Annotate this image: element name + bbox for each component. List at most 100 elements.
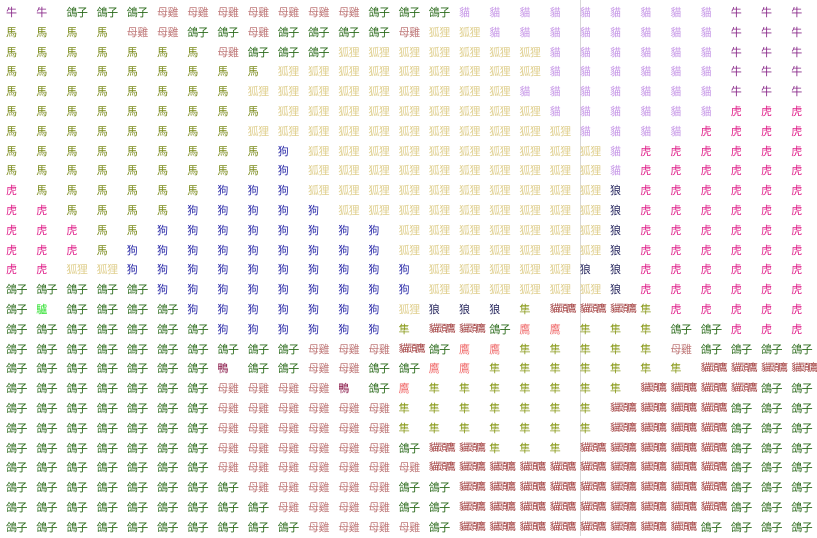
grid-cell: 隼 [670,362,682,376]
grid-cell: 狐狸 [579,164,602,178]
grid-cell: 母雞 [398,520,421,534]
grid-cell: 狐狸 [459,45,481,59]
grid-cell: 鴿子 [66,441,88,455]
grid-cell: 虎 [670,303,682,316]
grid-cell: 狐狸 [489,85,511,99]
grid-cell: 鴿子 [761,441,783,455]
grid-cell: 狼 [459,303,470,316]
grid-cell: 鴿子 [126,6,149,19]
grid-cell: 狐狸 [459,144,481,158]
grid-cell: 馬 [6,164,17,178]
grid-cell: 狐狸 [579,144,602,158]
grid-cell: 鴿子 [791,421,813,435]
grid-cell: 狗 [277,204,289,217]
grid-cell: 貓 [670,6,682,19]
grid-cell: 貓頭鷹 [610,304,637,315]
grid-cell: 鴿子 [761,402,783,415]
grid-cell: 貓 [549,105,561,118]
grid-cell: 鴿子 [761,382,783,396]
grid-cell: 鴿子 [398,362,421,376]
grid-cell: 馬 [66,164,78,178]
grid-cell: 鴿子 [730,421,753,435]
grid-cell: 鴿子 [761,501,783,514]
grid-cell: 狐狸 [519,204,541,217]
grid-cell: 狐狸 [398,184,421,198]
grid-cell: 鴿子 [157,421,179,435]
grid-cell: 狐狸 [459,25,481,39]
grid-cell: 鴿子 [700,342,723,356]
grid-cell: 狐狸 [277,105,300,118]
grid-cell: 母雞 [308,481,330,495]
grid-cell: 狗 [126,243,138,257]
grid-cell: 鴿子 [96,283,119,297]
grid-cell: 貓頭鷹 [700,462,728,474]
grid-cell: 牛 [761,25,772,39]
grid-cell: 鴿子 [157,303,179,316]
grid-cell: 貓頭鷹 [640,422,667,434]
grid-cell: 狗 [277,164,289,178]
grid-cell: 馬 [187,85,199,99]
grid-cell: 鴿子 [187,461,209,475]
grid-cell: 隼 [549,342,561,356]
grid-cell: 虎 [730,204,742,217]
grid-cell: 母雞 [157,6,179,19]
grid-cell: 馬 [36,164,48,178]
grid-cell: 鴿子 [36,501,58,514]
grid-cell: 隼 [579,402,591,415]
grid-cell: 鴿子 [428,6,451,19]
grid-cell: 母雞 [308,362,330,376]
grid-cell: 隼 [579,322,591,336]
grid-cell: 鴿子 [187,362,209,376]
grid-cell: 狐狸 [428,263,451,277]
grid-cell: 馬 [6,85,17,99]
grid-cell: 狗 [277,322,289,336]
grid-cell: 狐狸 [338,144,360,158]
grid-cell: 狗 [308,223,319,237]
grid-cell: 母雞 [368,342,390,356]
grid-cell: 馬 [187,184,199,198]
grid-cell: 鴿子 [157,382,179,396]
grid-cell: 馬 [126,184,138,198]
grid-cell: 狐狸 [579,243,602,257]
grid-cell: 狐狸 [398,45,421,59]
grid-cell: 貓頭鷹 [579,482,607,494]
grid-cell: 鴿子 [6,322,28,336]
grid-cell: 貓 [700,25,712,39]
grid-cell: 狐狸 [519,283,541,297]
grid-cell: 鴿子 [398,501,421,514]
grid-cell: 狐狸 [247,85,270,99]
grid-cell: 虎 [700,144,712,158]
grid-cell: 鴿子 [398,6,421,19]
grid-cell: 虎 [640,184,652,198]
grid-cell: 母雞 [308,441,330,455]
grid-cell: 虎 [761,322,772,336]
grid-cell: 虎 [6,223,17,237]
grid-cell: 狗 [308,303,319,316]
grid-cell: 貓 [670,45,682,59]
grid-cell: 馬 [36,124,48,138]
grid-cell: 母雞 [338,501,360,514]
grid-cell: 狗 [187,223,199,237]
grid-cell: 狐狸 [579,223,602,237]
grid-cell: 鷹 [398,382,410,396]
grid-cell: 狐狸 [519,65,541,79]
grid-cell: 貓 [459,6,470,19]
grid-cell: 狗 [368,303,380,316]
grid-cell: 母雞 [277,441,300,455]
grid-cell: 貓 [700,6,712,19]
grid-cell: 貓 [640,45,652,59]
grid-cell: 貓頭鷹 [549,502,577,513]
grid-cell: 狐狸 [489,184,511,198]
grid-cell: 狐狸 [549,144,572,158]
grid-cell: 隼 [519,441,531,455]
grid-cell: 狐狸 [338,124,360,138]
grid-cell: 貓 [640,105,652,118]
grid-cell: 狐狸 [338,204,360,217]
grid-cell: 狐狸 [338,45,360,59]
grid-cell: 狐狸 [428,124,451,138]
grid-cell: 鴿子 [6,441,28,455]
grid-cell: 鴿子 [217,25,239,39]
grid-cell: 牛 [791,6,803,19]
grid-cell: 虎 [761,283,772,297]
grid-cell: 馬 [66,65,78,79]
